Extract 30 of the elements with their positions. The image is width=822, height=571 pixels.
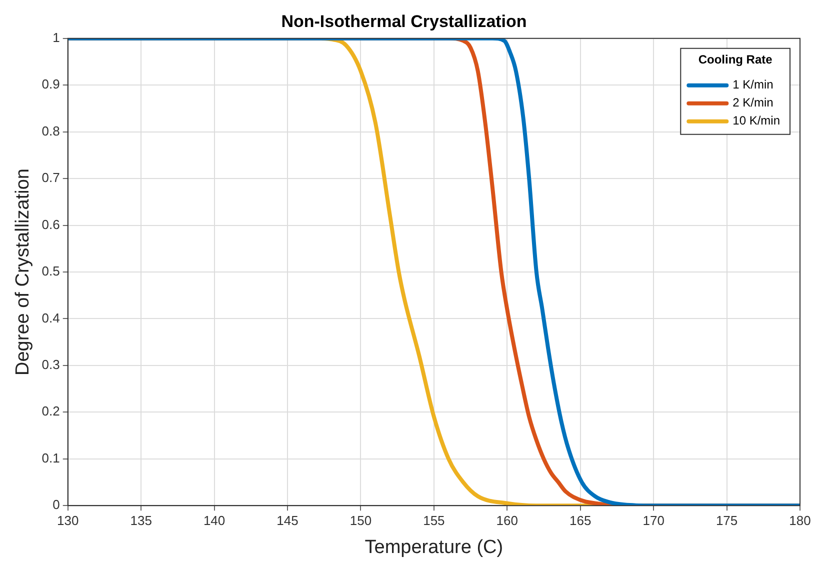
x-tick-label: 160 <box>496 512 518 528</box>
y-tick-label: 0.9 <box>42 76 60 92</box>
y-tick-label: 0.4 <box>42 310 60 326</box>
x-tick-label: 155 <box>423 512 445 528</box>
y-tick-label: 0.8 <box>42 123 60 138</box>
x-tick-label: 165 <box>570 512 592 528</box>
x-tick-label: 140 <box>203 512 226 528</box>
y-tick-label: 0.2 <box>42 404 60 419</box>
y-tick-label: 0.5 <box>42 264 60 279</box>
legend-title: Cooling Rate <box>698 52 773 67</box>
x-tick-label: 170 <box>642 512 664 528</box>
legend-label: 1 K/min <box>732 78 774 92</box>
x-tick-label: 135 <box>130 512 152 528</box>
x-tick-label: 150 <box>350 512 372 528</box>
x-tick-label: 145 <box>276 512 298 528</box>
y-tick-label: 1 <box>52 30 60 45</box>
y-axis-title: Degree of Crystallization <box>12 168 34 376</box>
chart-title: Non-Isothermal Crystallization <box>281 12 527 31</box>
y-tick-label: 0.7 <box>42 170 60 186</box>
legend-label: 10 K/min <box>732 114 780 128</box>
x-axis-title: Temperature (C) <box>364 536 504 558</box>
x-tick-label: 180 <box>789 512 811 528</box>
y-tick-label: 0.6 <box>42 216 60 232</box>
line-series <box>68 38 800 506</box>
legend-label: 2 K/min <box>732 96 774 110</box>
x-tick-label: 175 <box>716 512 738 528</box>
y-tick-label: 0 <box>52 497 60 512</box>
x-tick-label: 130 <box>57 512 79 528</box>
y-tick-label: 0.3 <box>42 357 60 372</box>
y-tick-label: 0.1 <box>42 450 60 466</box>
